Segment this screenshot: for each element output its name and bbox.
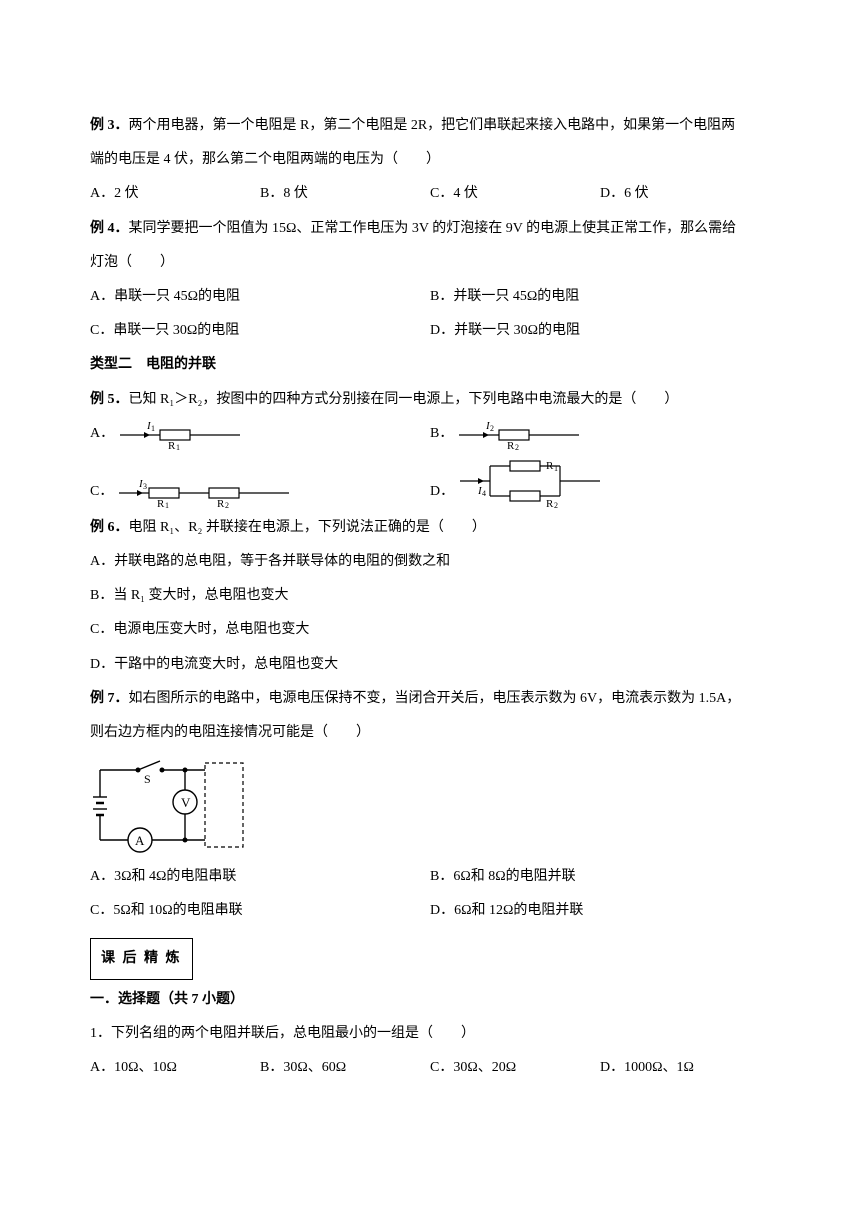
q3-opt-b: B．8 伏 (260, 178, 430, 210)
type2-heading: 类型二 电阻的并联 (90, 349, 770, 381)
circuit-b: I2 R2 (459, 420, 579, 450)
q7-options-2: C．5Ω和 10Ω的电阻串联 D．6Ω和 12Ω的电阻并联 (90, 895, 770, 927)
q3-line2: 端的电压是 4 伏，那么第二个电阻两端的电压为（ ） (90, 144, 770, 176)
svg-text:R: R (168, 440, 176, 450)
svg-text:1: 1 (151, 424, 155, 433)
q3-line1: 例 3．两个用电器，第一个电阻是 R，第二个电阻是 2R，把它们串联起来接入电路… (90, 110, 770, 142)
q7-opt-c: C．5Ω和 10Ω的电阻串联 (90, 895, 430, 927)
q7-line2: 则右边方框内的电阻连接情况可能是（ ） (90, 717, 770, 749)
q6-opt-c: C．电源电压变大时，总电阻也变大 (90, 614, 770, 646)
svg-text:2: 2 (515, 443, 519, 450)
svg-text:V: V (181, 795, 191, 810)
q7-line1: 例 7．如右图所示的电路中，电源电压保持不变，当闭合开关后，电压表示数为 6V，… (90, 683, 770, 715)
svg-text:R: R (217, 498, 225, 508)
p1-options: A．10Ω、10Ω B．30Ω、60Ω C．30Ω、20Ω D．1000Ω、1Ω (90, 1052, 770, 1084)
q3-options: A．2 伏 B．8 伏 C．4 伏 D．6 伏 (90, 178, 770, 210)
svg-text:R: R (546, 498, 554, 508)
svg-text:1: 1 (176, 443, 180, 450)
q5-text: 例 5．已知 R₁＞R₂，按图中的四种方式分别接在同一电源上，下列电路中电流最大… (90, 384, 770, 416)
q4-options-2: C．串联一只 30Ω的电阻 D．并联一只 30Ω的电阻 (90, 315, 770, 347)
q6-opt-d: D．干路中的电流变大时，总电阻也变大 (90, 649, 770, 681)
svg-text:A: A (135, 833, 145, 848)
p1-opt-d: D．1000Ω、1Ω (600, 1052, 770, 1084)
q3-opt-c: C．4 伏 (430, 178, 600, 210)
practice-box: 课 后 精 炼 (90, 930, 770, 984)
q7-options-1: A．3Ω和 4Ω的电阻串联 B．6Ω和 8Ω的电阻并联 (90, 861, 770, 893)
q4-options-1: A．串联一只 45Ω的电阻 B．并联一只 45Ω的电阻 (90, 281, 770, 313)
p1-opt-a: A．10Ω、10Ω (90, 1052, 260, 1084)
svg-text:R: R (157, 498, 165, 508)
svg-text:1: 1 (554, 464, 558, 473)
q5-row1: A． I1 R1 B． I2 R2 (90, 418, 770, 450)
q6-opt-a: A．并联电路的总电阻，等于各并联导体的电阻的倒数之和 (90, 546, 770, 578)
q3-opt-d: D．6 伏 (600, 178, 770, 210)
svg-text:R: R (546, 460, 554, 472)
circuit-a: I1 R1 (120, 420, 240, 450)
q4-line1: 例 4．某同学要把一个阻值为 15Ω、正常工作电压为 3V 的灯泡接在 9V 的… (90, 213, 770, 245)
q7-opt-d: D．6Ω和 12Ω的电阻并联 (430, 895, 770, 927)
q4-opt-b: B．并联一只 45Ω的电阻 (430, 281, 770, 313)
q3-opt-a: A．2 伏 (90, 178, 260, 210)
q7-opt-a: A．3Ω和 4Ω的电阻串联 (90, 861, 430, 893)
q4-opt-a: A．串联一只 45Ω的电阻 (90, 281, 430, 313)
q5-row2: C． I3 R1 R2 D． (90, 454, 770, 508)
svg-text:S: S (144, 772, 151, 786)
p1-opt-c: C．30Ω、20Ω (430, 1052, 600, 1084)
q5-c-label: C． (90, 476, 113, 508)
q4-opt-c: C．串联一只 30Ω的电阻 (90, 315, 430, 347)
svg-text:4: 4 (482, 489, 486, 498)
q4-opt-d: D．并联一只 30Ω的电阻 (430, 315, 770, 347)
svg-text:2: 2 (225, 501, 229, 508)
q5-d-label: D． (430, 476, 454, 508)
circuit-q7: S V A (90, 755, 770, 855)
q5-a-label: A． (90, 418, 114, 450)
svg-text:R: R (507, 440, 515, 450)
q5-b-label: B． (430, 418, 453, 450)
circuit-d: I4 R1 R2 (460, 454, 600, 508)
q6-text: 例 6．电阻 R₁、R₂ 并联接在电源上，下列说法正确的是（ ） (90, 512, 770, 544)
svg-text:3: 3 (143, 482, 147, 491)
p1-opt-b: B．30Ω、60Ω (260, 1052, 430, 1084)
q7-opt-b: B．6Ω和 8Ω的电阻并联 (430, 861, 770, 893)
circuit-c: I3 R1 R2 (119, 478, 289, 508)
section1-heading: 一．选择题（共 7 小题） (90, 984, 770, 1016)
svg-text:2: 2 (490, 424, 494, 433)
svg-text:1: 1 (165, 501, 169, 508)
p1-text: 1．下列名组的两个电阻并联后，总电阻最小的一组是（ ） (90, 1018, 770, 1050)
svg-text:2: 2 (554, 501, 558, 508)
q4-line2: 灯泡（ ） (90, 247, 770, 279)
q6-opt-b: B．当 R₁ 变大时，总电阻也变大 (90, 580, 770, 612)
